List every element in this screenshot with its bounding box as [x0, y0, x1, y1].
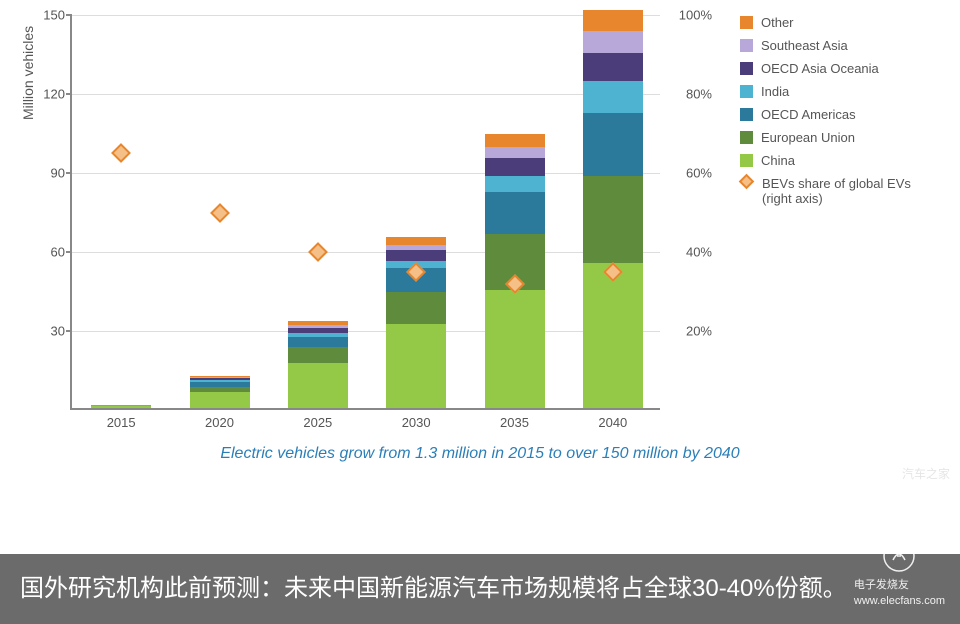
y-tick-left: 120 [27, 87, 65, 102]
gridline [72, 252, 660, 253]
legend-item: OECD Americas [740, 107, 911, 122]
legend-swatch [740, 154, 753, 167]
bar-segment [485, 134, 545, 147]
y-tick-left: 90 [27, 166, 65, 181]
chart-subtitle: Electric vehicles grow from 1.3 million … [0, 445, 960, 463]
legend-item: Southeast Asia [740, 38, 911, 53]
bar-segment [288, 337, 348, 348]
bar-segment [583, 263, 643, 408]
y-tick-right: 80% [686, 87, 712, 102]
x-tick-label: 2020 [205, 415, 234, 430]
bar-segment [583, 31, 643, 52]
y-tick-right: 40% [686, 245, 712, 260]
bar-segment [288, 347, 348, 363]
legend-item: Other [740, 15, 911, 30]
bar-segment [386, 250, 446, 261]
y-tick-left: 60 [27, 245, 65, 260]
bar-segment [288, 363, 348, 408]
bar-segment [583, 53, 643, 82]
legend-swatch [740, 131, 753, 144]
x-tick-label: 2025 [303, 415, 332, 430]
legend-label: OECD Asia Oceania [761, 61, 879, 76]
bar-segment [583, 10, 643, 31]
bar-segment [190, 378, 250, 381]
bar-group [288, 321, 348, 408]
bar-segment [485, 158, 545, 176]
y-tick-right: 60% [686, 166, 712, 181]
y-tick-right: 100% [679, 8, 712, 23]
bar-segment [91, 405, 151, 408]
y-tick-left: 150 [27, 8, 65, 23]
bar-segment [288, 321, 348, 325]
bar-segment [190, 380, 250, 381]
bar-segment [386, 292, 446, 324]
legend-label: India [761, 84, 789, 99]
gridline [72, 173, 660, 174]
x-tick-label: 2035 [500, 415, 529, 430]
y-tick-right: 20% [686, 324, 712, 339]
y-axis-left-label: Million vehicles [20, 26, 36, 120]
bar-segment [386, 324, 446, 408]
bar-segment [288, 333, 348, 337]
x-tick-label: 2015 [107, 415, 136, 430]
legend-label: China [761, 153, 795, 168]
legend-diamond-icon [739, 174, 755, 190]
bar-segment [190, 376, 250, 377]
bar-segment [485, 192, 545, 234]
bar-segment [485, 176, 545, 192]
chart-container: Million vehicles 30609012015020%40%60%80… [0, 0, 960, 480]
logo-text-2: www.elecfans.com [854, 594, 945, 609]
legend-label: Southeast Asia [761, 38, 848, 53]
bar-segment [288, 325, 348, 328]
legend: Other Southeast Asia OECD Asia Oceania Indi… [740, 15, 911, 214]
bar-segment [190, 382, 250, 387]
scatter-diamond [308, 242, 328, 262]
footer-text: 国外研究机构此前预测：未来中国新能源汽车市场规模将占全球30-40%份额。 [20, 575, 847, 602]
scatter-diamond [210, 203, 230, 223]
legend-item: India [740, 84, 911, 99]
x-tick-label: 2030 [402, 415, 431, 430]
bar-group [485, 134, 545, 408]
bar-segment [190, 392, 250, 408]
legend-scatter-label: BEVs share of global EVs(right axis) [762, 176, 911, 206]
scatter-diamond [111, 143, 131, 163]
x-tick-label: 2040 [598, 415, 627, 430]
gridline [72, 15, 660, 16]
bar-segment [485, 290, 545, 409]
legend-item: China [740, 153, 911, 168]
bar-group [583, 10, 643, 408]
bar-segment [583, 113, 643, 176]
bar-segment [583, 81, 643, 113]
legend-swatch [740, 85, 753, 98]
logo-icon [883, 540, 915, 572]
bar-segment [583, 176, 643, 263]
gridline [72, 94, 660, 95]
bar-segment [485, 147, 545, 158]
legend-swatch [740, 62, 753, 75]
elecfans-logo: 电子发烧友 www.elecfans.com [854, 540, 945, 609]
bar-segment [288, 328, 348, 333]
bar-segment [386, 237, 446, 245]
legend-swatch [740, 39, 753, 52]
bar-segment [386, 245, 446, 250]
legend-swatch [740, 108, 753, 121]
watermark-faint: 汽车之家 [902, 465, 950, 482]
legend-swatch [740, 16, 753, 29]
legend-item-scatter: BEVs share of global EVs(right axis) [740, 176, 911, 206]
bar-segment [190, 387, 250, 392]
plot-area: 30609012015020%40%60%80%100%201520202025… [70, 15, 660, 410]
legend-item: OECD Asia Oceania [740, 61, 911, 76]
legend-label: OECD Americas [761, 107, 856, 122]
legend-label: European Union [761, 130, 855, 145]
bar-group [190, 376, 250, 408]
y-tick-left: 30 [27, 324, 65, 339]
bar-group [91, 405, 151, 408]
legend-label: Other [761, 15, 794, 30]
gridline [72, 331, 660, 332]
footer-banner: 国外研究机构此前预测：未来中国新能源汽车市场规模将占全球30-40%份额。 电子… [0, 554, 960, 624]
logo-text-1: 电子发烧友 [854, 578, 945, 593]
bar-segment [190, 377, 250, 378]
legend-item: European Union [740, 130, 911, 145]
